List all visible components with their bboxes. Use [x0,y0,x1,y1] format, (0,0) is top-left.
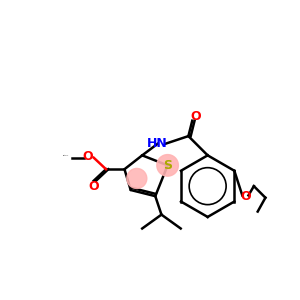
Circle shape [127,168,147,188]
Text: methoxy: methoxy [63,155,69,156]
Text: O: O [190,110,201,123]
Text: HN: HN [147,137,168,150]
Circle shape [157,154,178,176]
Text: O: O [88,180,99,194]
Text: O: O [240,190,251,203]
Text: O: O [82,150,93,163]
Text: S: S [163,159,172,172]
